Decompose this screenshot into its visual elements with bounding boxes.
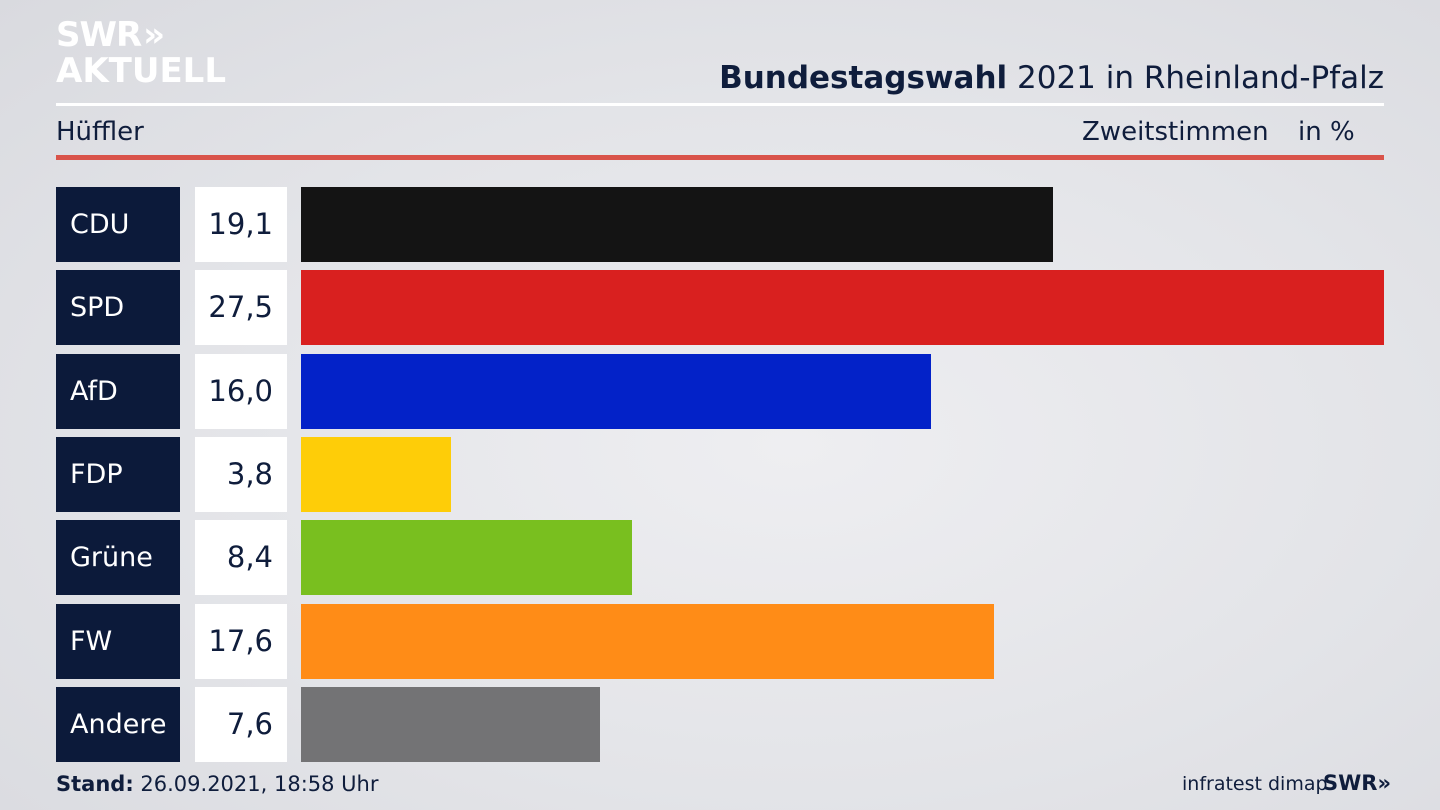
value-label: 8,4 [195,520,287,596]
bar-row: SPD 27,5 [56,270,1384,346]
accent-divider [56,155,1384,160]
party-label: Grüne [56,520,180,596]
bar-row: CDU 19,1 [56,187,1384,262]
chart-title: Bundestagswahl 2021 in Rheinland-Pfalz [719,60,1384,96]
value-label: 16,0 [195,353,287,429]
bar-row: FDP 3,8 [56,436,1384,512]
party-label: FW [56,603,180,679]
title-bold: Bundestagswahl [719,60,1008,96]
bar-row: Andere 7,6 [56,686,1384,762]
swr-aktuell-logo: SWR» AKTUELL [56,15,227,91]
bar [301,436,451,512]
chart-subtitle: Hüffler [56,117,144,147]
bar-chart: CDU 19,1 SPD 27,5 AfD 16,0 FDP 3,8 Grüne 8,4 FW 17,… [56,187,1384,762]
bar [301,270,1384,346]
timestamp: Stand: 26.09.2021, 18:58 Uhr [56,772,379,796]
bar [301,686,601,762]
party-label: AfD [56,353,180,429]
bar [301,353,932,429]
value-label: 17,6 [195,603,287,679]
title-rest: 2021 in Rheinland-Pfalz [1007,60,1384,96]
bar [301,187,1054,262]
source-credit: infratest dimap [1182,773,1328,795]
measure-label: Zweitstimmen [1082,117,1269,147]
stand-label: Stand: [56,772,134,796]
value-label: 7,6 [195,686,287,762]
party-label: SPD [56,270,180,346]
party-label: CDU [56,187,180,262]
stand-value: 26.09.2021, 18:58 Uhr [133,772,379,796]
swr-small-logo: SWR» [1323,771,1392,795]
value-label: 3,8 [195,436,287,512]
bar [301,603,995,679]
bar-row: AfD 16,0 [56,353,1384,429]
unit-label: in % [1298,117,1355,147]
party-label: Andere [56,686,180,762]
bar [301,520,632,596]
value-label: 19,1 [195,187,287,262]
bar-row: FW 17,6 [56,603,1384,679]
value-label: 27,5 [195,270,287,346]
header-divider [56,103,1384,106]
bar-row: Grüne 8,4 [56,520,1384,596]
party-label: FDP [56,436,180,512]
